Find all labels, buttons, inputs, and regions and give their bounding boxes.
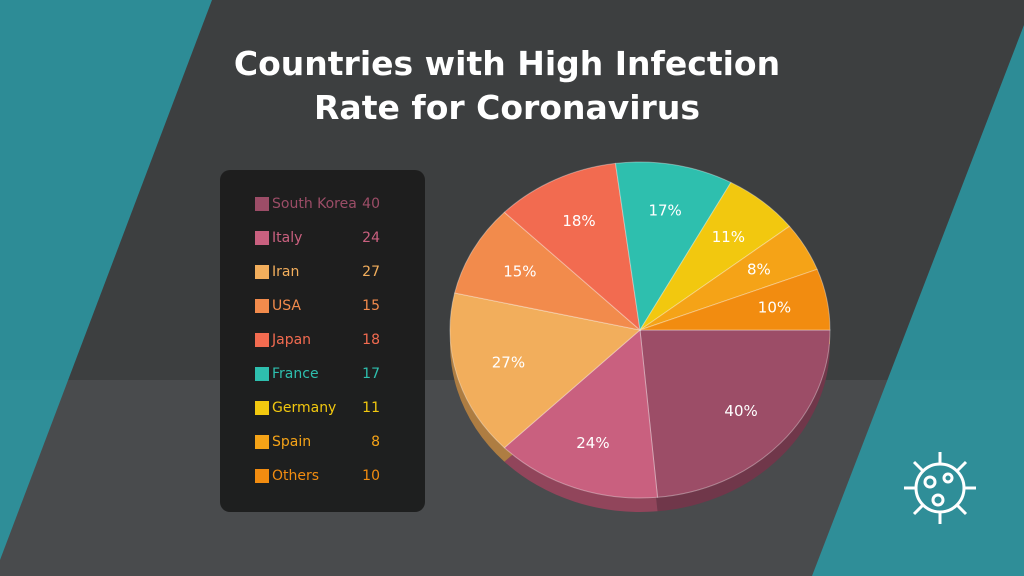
chart-title: Countries with High Infection Rate for C… xyxy=(233,44,781,127)
legend-swatch xyxy=(255,401,269,415)
legend-swatch xyxy=(255,469,269,483)
slice xyxy=(503,162,641,332)
slice xyxy=(503,328,659,499)
slice-label: 11% xyxy=(712,228,745,246)
legend-label: USA xyxy=(272,298,301,314)
slice-label: 18% xyxy=(562,212,595,230)
teal-band-left xyxy=(0,0,212,560)
slice-label: 17% xyxy=(648,202,681,220)
legend-label: Italy xyxy=(272,230,302,246)
legend-label: South Korea xyxy=(272,196,357,212)
legend-swatch xyxy=(255,265,269,279)
slice xyxy=(614,161,732,332)
legend-value: 11 xyxy=(362,400,380,416)
slice-label: 15% xyxy=(503,263,536,281)
slice xyxy=(639,225,818,331)
slice-label: 8% xyxy=(747,261,771,279)
slice xyxy=(639,329,831,498)
legend-value: 10 xyxy=(362,468,380,484)
legend-label: Germany xyxy=(272,400,336,416)
legend-swatch xyxy=(255,367,269,381)
legend-label: Iran xyxy=(272,264,299,280)
legend-panel xyxy=(220,170,425,512)
legend-value: 24 xyxy=(362,230,380,246)
legend-swatch xyxy=(255,435,269,449)
legend-swatch xyxy=(255,231,269,245)
legend-label: France xyxy=(272,366,319,382)
legend-value: 17 xyxy=(362,366,380,382)
teal-band-right xyxy=(812,25,1024,576)
legend-value: 8 xyxy=(371,434,380,450)
legend-value: 40 xyxy=(362,196,380,212)
slice xyxy=(639,268,831,331)
slice-label: 10% xyxy=(758,298,791,316)
legend-label: Japan xyxy=(271,332,311,348)
slice xyxy=(449,292,642,449)
legend-label: Others xyxy=(272,468,319,484)
slice-label: 24% xyxy=(576,434,609,452)
legend-label: Spain xyxy=(272,434,311,450)
slice xyxy=(454,211,642,331)
legend-value: 18 xyxy=(362,332,380,348)
slice xyxy=(639,181,791,331)
slice-label: 27% xyxy=(492,354,525,372)
legend-swatch xyxy=(255,197,269,211)
legend-swatch xyxy=(255,333,269,347)
legend-value: 15 xyxy=(362,298,380,314)
legend-value: 27 xyxy=(362,264,380,280)
virus-icon xyxy=(904,452,976,524)
legend-swatch xyxy=(255,299,269,313)
slice-label: 40% xyxy=(724,402,757,420)
